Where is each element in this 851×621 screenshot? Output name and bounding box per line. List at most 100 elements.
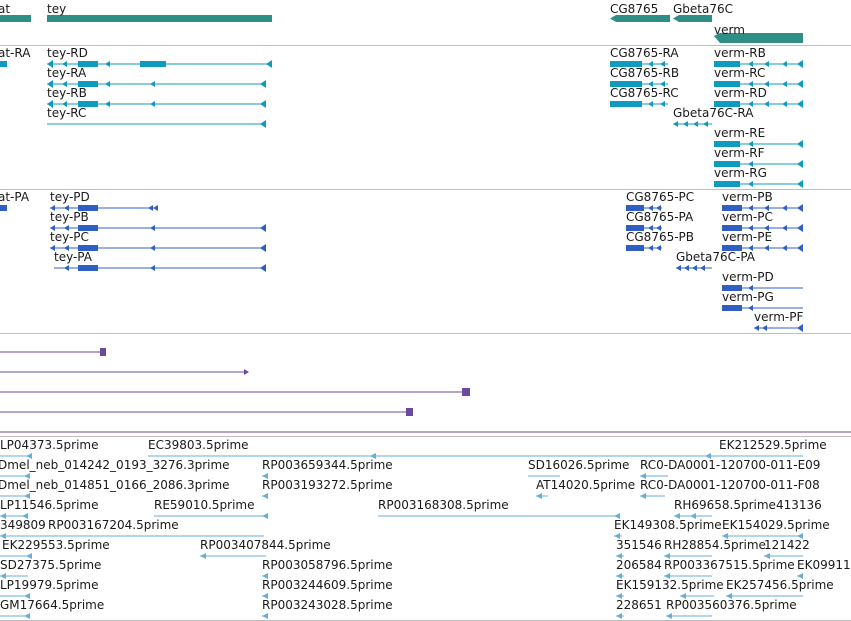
transcript-label: verm-RB (714, 46, 766, 60)
protein-glyph[interactable] (754, 324, 803, 332)
est-glyph[interactable] (0, 613, 30, 619)
transcript-glyph[interactable] (714, 100, 803, 108)
est-glyph[interactable] (674, 513, 712, 519)
est-glyph[interactable] (666, 613, 712, 619)
protein-label: verm-PB (722, 190, 773, 204)
est-glyph[interactable] (764, 553, 803, 559)
transcript-glyph[interactable] (47, 60, 272, 68)
protein-glyph[interactable] (626, 225, 662, 231)
transcript-glyph[interactable] (610, 101, 668, 107)
alignment-glyph[interactable] (0, 348, 106, 356)
est-label: LP19979.5prime (0, 578, 99, 592)
est-glyph[interactable] (616, 593, 624, 599)
transcript-glyph[interactable] (47, 120, 266, 128)
est-glyph[interactable] (0, 453, 32, 459)
est-glyph[interactable] (797, 573, 803, 579)
est-glyph[interactable] (262, 493, 268, 499)
gene-glyph[interactable] (673, 15, 712, 22)
transcript-glyph[interactable] (47, 80, 266, 88)
track-separator (0, 45, 851, 46)
gene-glyph[interactable] (47, 15, 272, 22)
transcript-glyph[interactable] (47, 100, 266, 108)
protein-glyph[interactable] (722, 285, 803, 291)
protein-label: Gbeta76C-PA (676, 250, 756, 264)
est-glyph[interactable] (0, 593, 30, 599)
protein-glyph[interactable] (50, 244, 266, 252)
est-glyph[interactable] (616, 573, 624, 579)
protein-glyph[interactable] (722, 224, 803, 232)
est-glyph[interactable] (0, 473, 30, 479)
alignment-glyph[interactable] (0, 408, 413, 416)
track-separator (0, 189, 851, 190)
est-glyph[interactable] (148, 453, 803, 459)
track-separator (0, 436, 851, 437)
alignment-glyph[interactable] (0, 369, 249, 375)
est-label: RP003193272.5prime (262, 478, 393, 492)
est-glyph[interactable] (0, 533, 264, 539)
est-glyph[interactable] (0, 493, 30, 499)
est-glyph[interactable] (262, 473, 268, 479)
est-glyph[interactable] (664, 553, 712, 559)
protein-glyph[interactable] (626, 245, 662, 251)
est-glyph[interactable] (616, 553, 624, 559)
track-separator (0, 333, 851, 334)
est-glyph[interactable] (200, 553, 266, 559)
gene-glyph[interactable] (0, 15, 31, 22)
protein-glyph[interactable] (722, 204, 803, 212)
protein-glyph[interactable] (722, 244, 803, 252)
est-glyph[interactable] (378, 513, 620, 519)
protein-glyph[interactable] (0, 205, 7, 211)
protein-label: tey-PB (50, 210, 89, 224)
protein-track (0, 204, 803, 332)
est-glyph[interactable] (722, 533, 803, 539)
protein-glyph[interactable] (50, 224, 266, 232)
alignment-glyph[interactable] (0, 388, 470, 396)
est-glyph[interactable] (262, 613, 268, 619)
est-glyph[interactable] (0, 573, 28, 579)
protein-glyph[interactable] (626, 205, 662, 211)
transcript-glyph[interactable] (714, 180, 803, 188)
transcript-glyph[interactable] (610, 81, 668, 87)
est-glyph[interactable] (664, 573, 712, 579)
transcript-glyph[interactable] (610, 61, 668, 67)
est-label: 351546 (616, 538, 662, 552)
transcript-label: verm-RC (714, 66, 766, 80)
est-glyph[interactable] (640, 493, 665, 499)
est-label: SD16026.5prime (528, 458, 630, 472)
est-glyph[interactable] (262, 573, 268, 579)
est-glyph[interactable] (0, 553, 32, 559)
est-glyph[interactable] (154, 513, 268, 519)
est-label: RH28854.5prime (664, 538, 766, 552)
gene-glyph[interactable] (610, 15, 670, 22)
transcript-glyph[interactable] (0, 61, 7, 67)
est-label: GM17664.5prime (0, 598, 105, 612)
est-glyph[interactable] (536, 493, 548, 499)
transcript-glyph[interactable] (714, 80, 803, 88)
est-glyph[interactable] (614, 533, 622, 539)
transcript-label: verm-RD (714, 86, 767, 100)
protein-label: verm-PF (754, 310, 804, 324)
protein-glyph[interactable] (50, 205, 158, 211)
transcript-label: verm-RG (714, 166, 767, 180)
est-glyph[interactable] (680, 593, 714, 599)
transcript-label: CG8765-RB (610, 66, 680, 80)
transcript-glyph[interactable] (673, 121, 712, 127)
est-glyph[interactable] (0, 513, 28, 519)
transcript-glyph[interactable] (714, 60, 803, 68)
est-glyph[interactable] (262, 593, 268, 599)
protein-glyph[interactable] (54, 264, 266, 272)
est-label: AT14020.5prime (536, 478, 636, 492)
gene-glyph[interactable] (714, 33, 803, 43)
est-glyph[interactable] (616, 613, 624, 619)
protein-glyph[interactable] (676, 265, 712, 271)
transcript-glyph[interactable] (714, 140, 803, 148)
est-glyph[interactable] (640, 473, 668, 479)
est-label: RP003560376.5prime (666, 598, 797, 612)
est-glyph[interactable] (726, 593, 803, 599)
protein-glyph[interactable] (722, 305, 803, 311)
est-label: RP003243028.5prime (262, 598, 393, 612)
est-label: 228651 (616, 598, 662, 612)
protein-label: CG8765-PC (626, 190, 695, 204)
transcript-glyph[interactable] (714, 160, 803, 168)
